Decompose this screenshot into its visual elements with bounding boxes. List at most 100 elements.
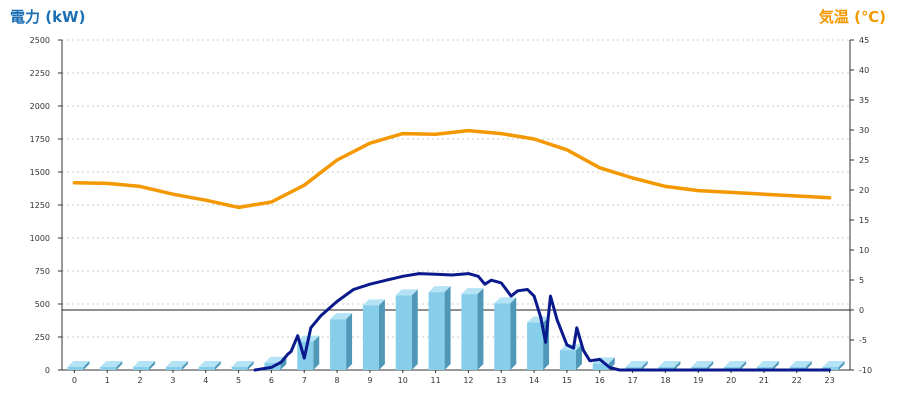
bar-top [100, 361, 123, 367]
bar [100, 367, 117, 370]
power-line [253, 272, 832, 372]
bar-top [494, 297, 517, 304]
bar-side [674, 361, 681, 370]
x-tick-label: 5 [236, 376, 241, 385]
left-axis-title: 電力 (kW) [10, 8, 86, 26]
bar-top [625, 361, 648, 367]
bar-top [789, 361, 812, 367]
x-tick-label: 0 [72, 376, 77, 385]
y-right-tick-label: 0 [859, 306, 864, 315]
bar-side [838, 361, 845, 370]
bar [395, 295, 412, 370]
x-tick-label: 20 [726, 376, 736, 385]
y-left-tick-label: 0 [45, 366, 50, 375]
bar [428, 292, 445, 370]
y-right-tick-label: 10 [859, 246, 869, 255]
bar-side [313, 335, 320, 370]
bar [592, 363, 609, 370]
y-left-tick-label: 1750 [30, 135, 50, 144]
bar-side [477, 288, 484, 370]
x-tick-label: 8 [335, 376, 340, 385]
bar-top [756, 361, 779, 367]
bar-side [805, 361, 812, 370]
y-left-tick-label: 750 [35, 267, 50, 276]
bar-side [707, 361, 714, 370]
bar [822, 367, 839, 370]
bar-side [247, 361, 254, 370]
bar-top [691, 361, 714, 367]
y-left-tick-label: 1000 [30, 234, 50, 243]
bar-side [214, 361, 221, 370]
bar-side [575, 344, 582, 370]
bar-top [428, 286, 451, 293]
y-right-tick-label: 5 [859, 276, 864, 285]
bar-top [724, 361, 747, 367]
temperature-line [72, 128, 832, 210]
bar-side [378, 299, 385, 370]
y-left-tick-label: 2250 [30, 69, 50, 78]
bar [67, 367, 84, 370]
y-right-tick-label: 35 [859, 96, 869, 105]
y-right-tick-label: 45 [859, 36, 869, 45]
x-tick-label: 6 [269, 376, 274, 385]
x-tick-label: 2 [138, 376, 143, 385]
bar-side [411, 289, 418, 370]
bar-top [527, 316, 550, 323]
y-left-tick-label: 500 [35, 300, 50, 309]
bar [165, 367, 182, 370]
x-tick-label: 12 [463, 376, 473, 385]
x-tick-label: 21 [759, 376, 769, 385]
bar [494, 303, 511, 370]
y-right-tick-label: 40 [859, 66, 869, 75]
x-tick-label: 11 [430, 376, 440, 385]
bar [527, 322, 544, 370]
bar-top [165, 361, 188, 367]
x-tick-label: 23 [824, 376, 834, 385]
bar-top [231, 361, 254, 367]
x-tick-label: 15 [562, 376, 572, 385]
bar-side [181, 361, 188, 370]
bar-side [116, 361, 123, 370]
y-right-tick-label: -10 [859, 366, 872, 375]
x-tick-label: 14 [529, 376, 539, 385]
x-tick-label: 13 [496, 376, 506, 385]
bar-top [330, 313, 353, 320]
y-left-tick-label: 2500 [30, 36, 50, 45]
y-right-tick-label: -5 [859, 336, 867, 345]
y-left-tick-label: 1250 [30, 201, 50, 210]
x-tick-label: 4 [203, 376, 208, 385]
bar-top [658, 361, 681, 367]
bar-side [83, 361, 90, 370]
y-right-tick-label: 20 [859, 186, 869, 195]
bar-side [510, 297, 517, 370]
bar-top [198, 361, 221, 367]
bar [461, 294, 478, 370]
bar-side [772, 361, 779, 370]
bar-side [149, 361, 156, 370]
bar-top [67, 361, 90, 367]
bar-side [740, 361, 747, 370]
bar-top [362, 299, 385, 306]
x-tick-label: 3 [170, 376, 175, 385]
x-tick-label: 18 [660, 376, 670, 385]
x-tick-label: 17 [627, 376, 637, 385]
x-tick-label: 22 [792, 376, 802, 385]
bar-top [133, 361, 156, 367]
y-left-tick-label: 2000 [30, 102, 50, 111]
x-tick-label: 16 [595, 376, 605, 385]
y-left-tick-label: 1500 [30, 168, 50, 177]
x-tick-label: 7 [302, 376, 307, 385]
bar [133, 367, 150, 370]
x-tick-label: 19 [693, 376, 703, 385]
bar-top [822, 361, 845, 367]
bar [330, 319, 347, 370]
y-right-tick-label: 25 [859, 156, 869, 165]
bar-top [461, 288, 484, 295]
bar-top [395, 289, 418, 296]
y-right-tick-label: 30 [859, 126, 869, 135]
x-tick-label: 1 [105, 376, 110, 385]
bar-side [641, 361, 648, 370]
y-left-tick-label: 250 [35, 333, 50, 342]
x-tick-label: 10 [398, 376, 408, 385]
